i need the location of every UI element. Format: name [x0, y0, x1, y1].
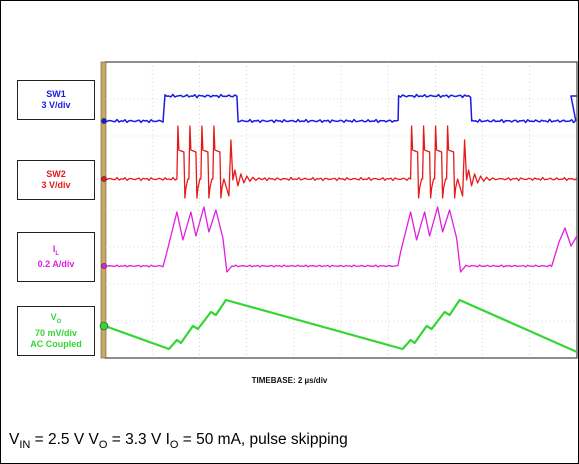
caption-vo-symbol: V — [88, 431, 99, 448]
il-label-sub: L — [55, 250, 60, 257]
caption-vin-value: = 2.5 V — [30, 431, 89, 448]
caption-vo-value: = 3.3 V — [107, 431, 166, 448]
sw2-label-name: SW2 — [46, 169, 66, 179]
sw1-ground-marker — [101, 118, 107, 124]
sw2-label-scale: 3 V/div — [41, 180, 71, 190]
vo-label-symbol: V — [50, 312, 57, 323]
timebase-label: TIMEBASE: 2 µs/div — [251, 376, 328, 385]
vo-label-coupling: AC Coupled — [30, 338, 82, 349]
il-label-symbol: I — [52, 243, 56, 254]
caption-vin-symbol: V — [9, 431, 20, 448]
il-label-name: IL — [53, 244, 59, 260]
vo-trace — [104, 298, 578, 354]
vo-ground-marker — [99, 321, 109, 331]
sw2-ground-marker — [101, 176, 107, 182]
sw1-label-scale: 3 V/div — [41, 100, 71, 110]
caption-io-sub: O — [169, 439, 179, 451]
vo-label-name: VO — [51, 312, 62, 328]
vo-label-sub: O — [56, 318, 62, 325]
sw1-label-box: SW1 3 V/div — [17, 80, 95, 120]
sw2-trace — [104, 125, 577, 199]
figure-caption: VIN = 2.5 V VO = 3.3 V IO = 50 mA, pulse… — [9, 431, 348, 451]
vo-label-box: VO 70 mV/div AC Coupled — [17, 306, 95, 356]
caption-vo-sub: O — [98, 439, 108, 451]
il-label-box: IL 0.2 A/div — [17, 232, 95, 282]
sw1-label-name: SW1 — [46, 89, 66, 99]
il-label-scale: 0.2 A/div — [37, 259, 75, 270]
caption-io-symbol: I — [165, 431, 170, 448]
oscilloscope-plot — [99, 61, 578, 359]
caption-io-value: = 50 mA, pulse skipping — [178, 431, 348, 448]
caption-vin-sub: IN — [19, 439, 31, 451]
il-ground-marker — [101, 263, 107, 269]
vo-label-scale: 70 mV/div — [34, 327, 78, 338]
il-trace — [104, 206, 578, 273]
sw1-trace — [104, 93, 577, 124]
sw2-label-box: SW2 3 V/div — [17, 160, 95, 200]
